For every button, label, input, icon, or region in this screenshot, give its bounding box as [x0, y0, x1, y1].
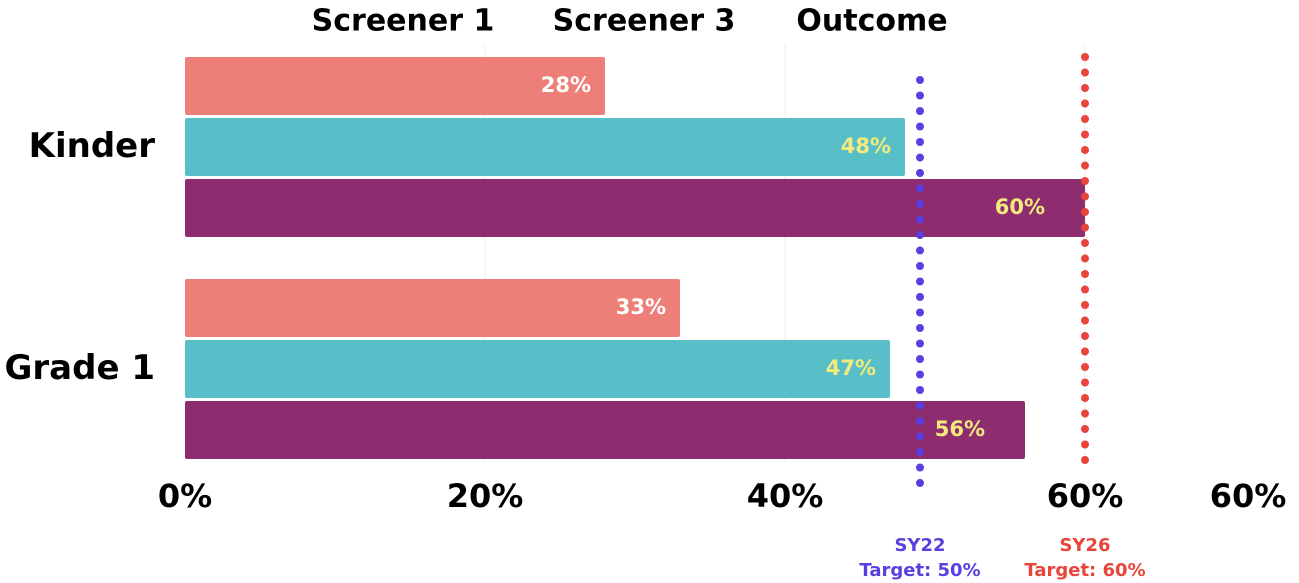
target-label: Target: 60% — [1024, 560, 1145, 581]
x-tick-label: 0% — [158, 477, 212, 515]
target-label: Target: 50% — [859, 560, 980, 581]
bar — [185, 340, 890, 398]
value-label: 33% — [616, 295, 666, 319]
bar — [185, 57, 605, 115]
bar — [185, 118, 905, 176]
category-label: Grade 1 — [4, 348, 155, 388]
category-label: Kinder — [29, 126, 156, 166]
target-name: SY26 — [1059, 535, 1110, 556]
legend-label: Screener 1 — [312, 4, 495, 39]
legend-label: Outcome — [796, 4, 947, 39]
legend-label: Screener 3 — [553, 4, 736, 39]
x-tick-label: 40% — [747, 477, 824, 515]
bar — [185, 401, 1025, 459]
target-name: SY22 — [894, 535, 945, 556]
value-label: 60% — [995, 195, 1045, 219]
bar — [185, 179, 1085, 237]
value-label: 28% — [541, 73, 591, 97]
value-label: 47% — [826, 356, 876, 380]
x-tick-label: 60% — [1047, 477, 1124, 515]
extra-tick-label: 60% — [1210, 477, 1287, 515]
value-label: 56% — [935, 417, 985, 441]
x-tick-label: 20% — [447, 477, 524, 515]
bar — [185, 279, 680, 337]
value-label: 48% — [841, 134, 891, 158]
